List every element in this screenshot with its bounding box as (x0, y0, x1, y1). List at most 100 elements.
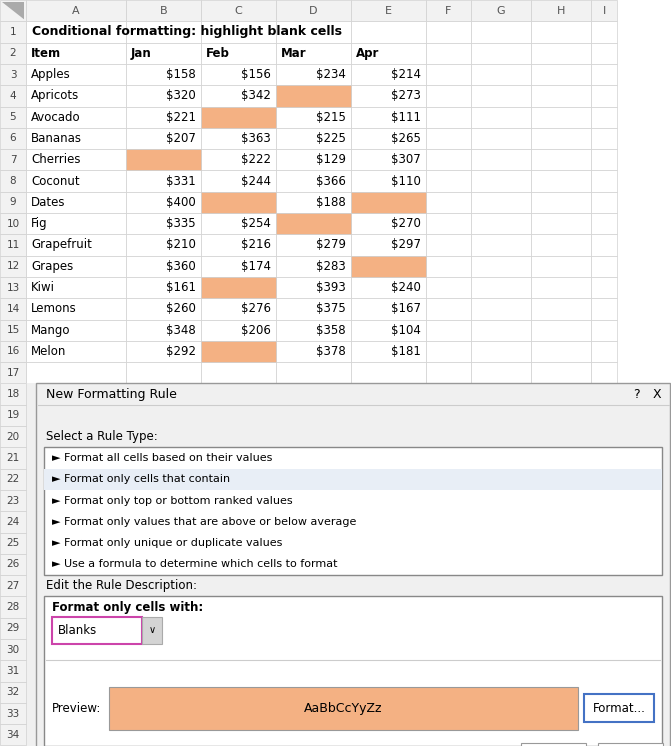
Text: Dates: Dates (31, 196, 66, 209)
Text: $129: $129 (316, 153, 346, 166)
Bar (201, 192, 276, 213)
Bar (0, 64, 26, 85)
Bar (0, 554, 26, 575)
Bar (276, 213, 351, 234)
Bar (591, 277, 617, 298)
Text: $297: $297 (391, 239, 421, 251)
Bar (531, 22, 591, 43)
Text: Cherries: Cherries (31, 153, 81, 166)
Bar (276, 234, 351, 256)
Bar (351, 149, 426, 170)
Bar (0, 213, 26, 234)
Bar (591, 341, 617, 362)
Bar (126, 256, 201, 277)
Text: $279: $279 (316, 239, 346, 251)
Bar (471, 298, 531, 319)
Bar (351, 192, 426, 213)
Bar (126, 319, 201, 341)
Bar (276, 341, 351, 362)
Text: A: A (72, 6, 80, 16)
Text: 31: 31 (7, 666, 19, 676)
Text: 18: 18 (7, 389, 19, 399)
Text: Conditional formatting: highlight blank cells: Conditional formatting: highlight blank … (32, 25, 342, 39)
Text: $214: $214 (391, 68, 421, 81)
Bar (44, 468, 662, 490)
Text: Grapes: Grapes (31, 260, 73, 273)
Bar (591, 170, 617, 192)
Text: 30: 30 (7, 645, 19, 655)
Text: G: G (497, 6, 505, 16)
Bar (351, 170, 426, 192)
Text: Apples: Apples (31, 68, 70, 81)
Bar (276, 149, 351, 170)
Text: 33: 33 (7, 709, 19, 718)
Text: 22: 22 (7, 474, 19, 484)
Bar (201, 0, 276, 22)
Bar (426, 341, 471, 362)
Text: $342: $342 (241, 90, 271, 102)
Text: I: I (603, 6, 606, 16)
Bar (36, 383, 670, 746)
Bar (26, 0, 126, 22)
Bar (426, 170, 471, 192)
Bar (531, 149, 591, 170)
Bar (276, 128, 351, 149)
Text: Apr: Apr (356, 47, 379, 60)
Bar (276, 256, 351, 277)
Bar (126, 149, 201, 170)
Bar (26, 256, 126, 277)
Bar (531, 0, 591, 22)
Text: $254: $254 (241, 217, 271, 231)
Bar (591, 64, 617, 85)
Bar (584, 695, 654, 722)
Text: 26: 26 (7, 560, 19, 569)
Text: 21: 21 (7, 453, 19, 463)
Bar (426, 213, 471, 234)
Bar (201, 149, 276, 170)
Bar (426, 22, 471, 43)
Bar (26, 22, 126, 43)
Text: E: E (385, 6, 392, 16)
Text: Jan: Jan (131, 47, 152, 60)
Text: 12: 12 (7, 261, 19, 272)
Text: Mango: Mango (31, 324, 70, 336)
Bar (26, 107, 126, 128)
Bar (276, 362, 351, 383)
Text: $331: $331 (166, 175, 196, 187)
Bar (0, 618, 26, 639)
Text: H: H (557, 6, 565, 16)
Text: 3: 3 (9, 69, 16, 80)
Bar (0, 639, 26, 660)
Bar (201, 341, 276, 362)
Text: $110: $110 (391, 175, 421, 187)
Text: 7: 7 (9, 154, 16, 165)
Bar (426, 298, 471, 319)
Text: $400: $400 (166, 196, 196, 209)
Bar (351, 192, 426, 213)
Text: $225: $225 (316, 132, 346, 145)
Bar (126, 85, 201, 107)
Text: 8: 8 (9, 176, 16, 186)
Bar (26, 192, 126, 213)
Bar (426, 43, 471, 64)
Text: ► Format all cells based on their values: ► Format all cells based on their values (52, 453, 272, 463)
Bar (531, 234, 591, 256)
Bar (26, 298, 126, 319)
Bar (591, 256, 617, 277)
Text: 15: 15 (7, 325, 19, 335)
Bar (0, 383, 26, 404)
Bar (26, 319, 126, 341)
Text: Format only cells with:: Format only cells with: (52, 601, 203, 613)
Bar (26, 149, 126, 170)
Text: Fig: Fig (31, 217, 48, 231)
Bar (26, 128, 126, 149)
Bar (351, 128, 426, 149)
Bar (142, 617, 162, 645)
Bar (0, 533, 26, 554)
Bar (276, 170, 351, 192)
Bar (0, 192, 26, 213)
Bar (201, 64, 276, 85)
Bar (26, 362, 126, 383)
Bar (0, 85, 26, 107)
Text: $283: $283 (316, 260, 346, 273)
